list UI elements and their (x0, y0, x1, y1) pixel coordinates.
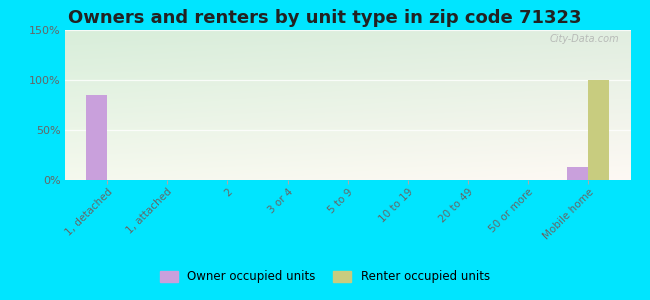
Legend: Owner occupied units, Renter occupied units: Owner occupied units, Renter occupied un… (155, 266, 495, 288)
Bar (588, 80, 610, 180)
Bar (86, 95, 107, 180)
Text: City-Data.com: City-Data.com (549, 34, 619, 44)
Bar (567, 167, 588, 180)
Text: Owners and renters by unit type in zip code 71323: Owners and renters by unit type in zip c… (68, 9, 582, 27)
